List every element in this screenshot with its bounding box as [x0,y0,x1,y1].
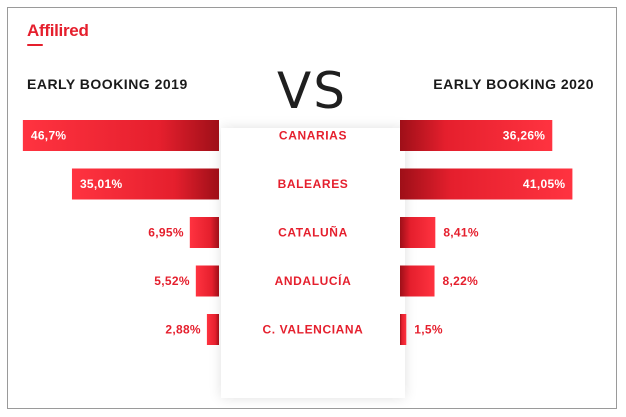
category-label-catalu-a: CATALUÑA [278,225,348,240]
brand-logo: Affilired [27,21,89,40]
category-label-andaluc-a: ANDALUCÍA [275,273,352,288]
category-label-baleares: BALEARES [278,177,349,191]
bar-2019-catalu-a [189,217,219,248]
value-label-2019-catalu-a: 6,95% [148,226,184,240]
bar-2020-canarias [400,120,553,151]
bar-2019-canarias [22,120,219,151]
bar-2019-c-valenciana [206,314,219,345]
value-label-2019-c-valenciana: 2,88% [165,323,201,337]
bar-2019-baleares [71,168,219,200]
infographic-frame: Affilired EARLY BOOKING 2019 EARLY BOOKI… [7,7,617,409]
logo-underline [27,44,43,46]
series-2019-heading: EARLY BOOKING 2019 [27,76,188,92]
value-label-2020-andaluc-a: 8,22% [443,274,479,288]
bar-2020-catalu-a [400,217,436,248]
bar-2019-andaluc-a [195,265,219,297]
bar-2020-c-valenciana [400,314,407,345]
value-label-2020-c-valenciana: 1,5% [414,323,443,337]
value-label-2019-baleares: 35,01% [80,177,123,191]
butterfly-bar-chart: 46,7% 36,26% CANARIAS 35,01% 41,05% BALEARES 6… [22,120,573,345]
value-label-2020-catalu-a: 8,41% [443,226,479,240]
value-label-2019-andaluc-a: 5,52% [154,274,190,288]
vs-title: VS [277,62,347,120]
category-label-c-valenciana: C. VALENCIANA [263,323,364,337]
value-label-2020-baleares: 41,05% [523,177,566,191]
series-2020-heading: EARLY BOOKING 2020 [433,76,594,92]
bar-2020-andaluc-a [400,265,435,297]
category-panel [221,128,405,398]
value-label-2020-canarias: 36,26% [503,129,546,143]
category-label-canarias: CANARIAS [279,129,347,143]
bar-2020-baleares [400,168,573,200]
value-label-2019-canarias: 46,7% [31,129,67,143]
